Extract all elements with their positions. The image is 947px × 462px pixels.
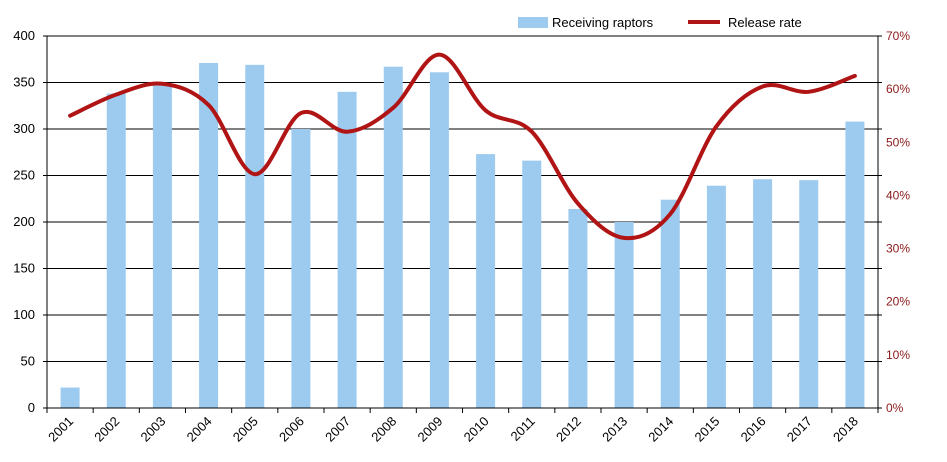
right-tick-label: 40% <box>886 188 910 202</box>
x-tick-label: 2017 <box>784 414 815 445</box>
legend-swatch-receiving-raptors <box>518 17 548 28</box>
left-tick-label: 400 <box>13 28 35 43</box>
left-tick-label: 350 <box>13 75 35 90</box>
bar <box>845 121 865 408</box>
bar <box>660 199 680 408</box>
x-tick-label: 2015 <box>691 414 722 445</box>
line-series-release-rate <box>68 52 857 241</box>
x-tick-label: 2010 <box>461 414 492 445</box>
x-tick-label: 2005 <box>230 414 261 445</box>
x-tick-label: 2006 <box>276 414 307 445</box>
right-tick-label: 20% <box>886 295 910 309</box>
bar <box>199 62 219 408</box>
bar <box>799 180 819 408</box>
left-tick-label: 300 <box>13 121 35 136</box>
x-tick-label: 2003 <box>137 414 168 445</box>
x-tick-label: 2011 <box>507 414 537 444</box>
bar <box>245 64 265 408</box>
legend-label-receiving-raptors: Receiving raptors <box>552 15 654 30</box>
left-tick-label: 50 <box>21 354 35 369</box>
bar-series-receiving-raptors <box>60 62 865 409</box>
bar <box>383 66 403 408</box>
bar <box>476 154 496 408</box>
release-rate-line <box>68 52 857 241</box>
x-tick-label: 2001 <box>45 414 76 445</box>
bar <box>753 179 773 408</box>
x-tick-label: 2008 <box>368 414 399 445</box>
x-tick-label: 2004 <box>184 414 215 445</box>
bar <box>337 91 357 409</box>
x-tick-label: 2016 <box>738 414 769 445</box>
x-axis-tick-labels: 2001 2002 2003 2004 2005 2006 2007 2008 2009 2010… <box>45 414 861 445</box>
x-tick-label: 2012 <box>553 414 584 445</box>
x-tick-label: 2014 <box>645 414 676 445</box>
axes <box>43 35 882 413</box>
bar <box>152 84 172 409</box>
bar <box>291 129 311 408</box>
right-tick-label: 10% <box>886 348 910 362</box>
gridlines <box>47 35 878 409</box>
bar <box>106 93 126 408</box>
right-tick-label: 0% <box>886 401 904 415</box>
x-tick-label: 2018 <box>830 414 861 445</box>
right-tick-label: 60% <box>886 82 910 96</box>
x-tick-label: 2013 <box>599 414 630 445</box>
left-tick-label: 200 <box>13 214 35 229</box>
bar <box>568 208 588 408</box>
bar <box>429 72 449 409</box>
legend-label-release-rate: Release rate <box>728 15 802 30</box>
x-tick-label: 2007 <box>322 414 353 445</box>
left-tick-label: 100 <box>13 307 35 322</box>
legend: Receiving raptors Release rate <box>518 15 802 30</box>
left-axis-tick-labels: 0 50 100 150 200 250 300 350 400 <box>13 28 35 415</box>
right-axis-tick-labels: 0% 10% 20% 30% 40% 50% 60% 70% <box>886 29 910 415</box>
left-tick-label: 0 <box>28 400 35 415</box>
x-tick-label: 2002 <box>91 414 122 445</box>
x-tick-label: 2009 <box>414 414 445 445</box>
left-tick-label: 250 <box>13 168 35 183</box>
bar <box>522 160 542 408</box>
left-tick-label: 150 <box>13 261 35 276</box>
bar <box>706 185 726 408</box>
bar <box>614 222 634 408</box>
bar <box>60 387 80 408</box>
right-tick-label: 30% <box>886 242 910 256</box>
right-tick-label: 70% <box>886 29 910 43</box>
right-tick-label: 50% <box>886 135 910 149</box>
